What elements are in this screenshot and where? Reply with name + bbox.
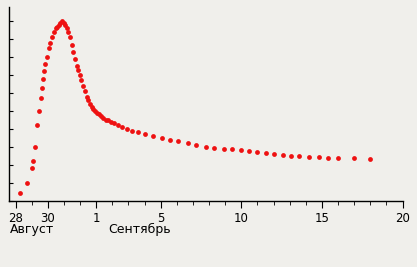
Point: [315, 155, 322, 159]
Point: [123, 127, 130, 131]
Point: [95, 112, 102, 117]
Point: [351, 156, 357, 160]
Point: [28, 166, 35, 170]
Point: [296, 154, 303, 158]
Point: [141, 132, 148, 136]
Point: [335, 156, 342, 160]
Point: [68, 42, 75, 47]
Point: [37, 96, 44, 100]
Point: [104, 118, 111, 122]
Point: [40, 77, 47, 81]
Point: [45, 46, 52, 50]
Point: [94, 111, 100, 115]
Point: [34, 123, 40, 127]
Point: [42, 62, 49, 66]
Point: [59, 19, 65, 23]
Point: [229, 147, 235, 152]
Point: [220, 146, 227, 151]
Point: [254, 150, 261, 154]
Point: [85, 98, 92, 102]
Point: [70, 50, 77, 54]
Point: [48, 35, 55, 40]
Point: [17, 191, 24, 195]
Point: [35, 109, 42, 113]
Point: [50, 30, 57, 34]
Point: [23, 180, 30, 185]
Point: [175, 139, 182, 144]
Point: [193, 143, 199, 147]
Point: [325, 155, 332, 160]
Point: [83, 95, 90, 99]
Point: [262, 151, 269, 155]
Text: Сентябрь: Сентябрь: [108, 223, 171, 236]
Point: [88, 105, 95, 109]
Point: [81, 89, 88, 93]
Point: [54, 25, 60, 29]
Point: [78, 78, 85, 83]
Point: [72, 57, 78, 61]
Point: [90, 107, 97, 111]
Point: [30, 159, 37, 163]
Point: [76, 73, 83, 77]
Point: [288, 154, 295, 158]
Point: [115, 123, 121, 127]
Point: [57, 21, 64, 25]
Point: [65, 30, 72, 34]
Point: [63, 26, 70, 31]
Point: [280, 153, 286, 157]
Point: [55, 23, 62, 27]
Point: [32, 145, 38, 149]
Point: [111, 121, 117, 125]
Point: [159, 136, 166, 140]
Point: [107, 120, 114, 124]
Point: [270, 152, 277, 156]
Point: [128, 128, 135, 133]
Point: [100, 116, 106, 120]
Point: [39, 85, 45, 90]
Point: [102, 118, 109, 122]
Point: [80, 84, 86, 88]
Point: [47, 41, 53, 45]
Point: [87, 102, 93, 106]
Point: [75, 68, 81, 72]
Point: [62, 23, 68, 27]
Point: [60, 21, 67, 25]
Point: [43, 55, 50, 59]
Point: [119, 125, 126, 129]
Point: [306, 155, 312, 159]
Point: [149, 134, 156, 138]
Point: [167, 138, 174, 142]
Point: [41, 69, 48, 74]
Point: [185, 141, 191, 145]
Point: [238, 148, 245, 152]
Text: Август: Август: [10, 223, 54, 236]
Point: [203, 145, 209, 149]
Point: [97, 114, 104, 119]
Point: [92, 109, 98, 113]
Point: [246, 149, 253, 153]
Point: [67, 35, 73, 40]
Point: [211, 146, 217, 150]
Point: [135, 130, 141, 135]
Point: [73, 64, 80, 68]
Point: [367, 157, 374, 161]
Point: [52, 26, 59, 31]
